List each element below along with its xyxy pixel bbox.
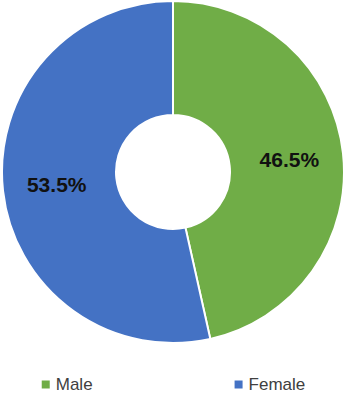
svg-text:Male: Male (56, 375, 93, 394)
svg-text:53.5%: 53.5% (27, 173, 87, 196)
svg-text:46.5%: 46.5% (260, 148, 320, 171)
svg-text:Female: Female (249, 375, 306, 394)
